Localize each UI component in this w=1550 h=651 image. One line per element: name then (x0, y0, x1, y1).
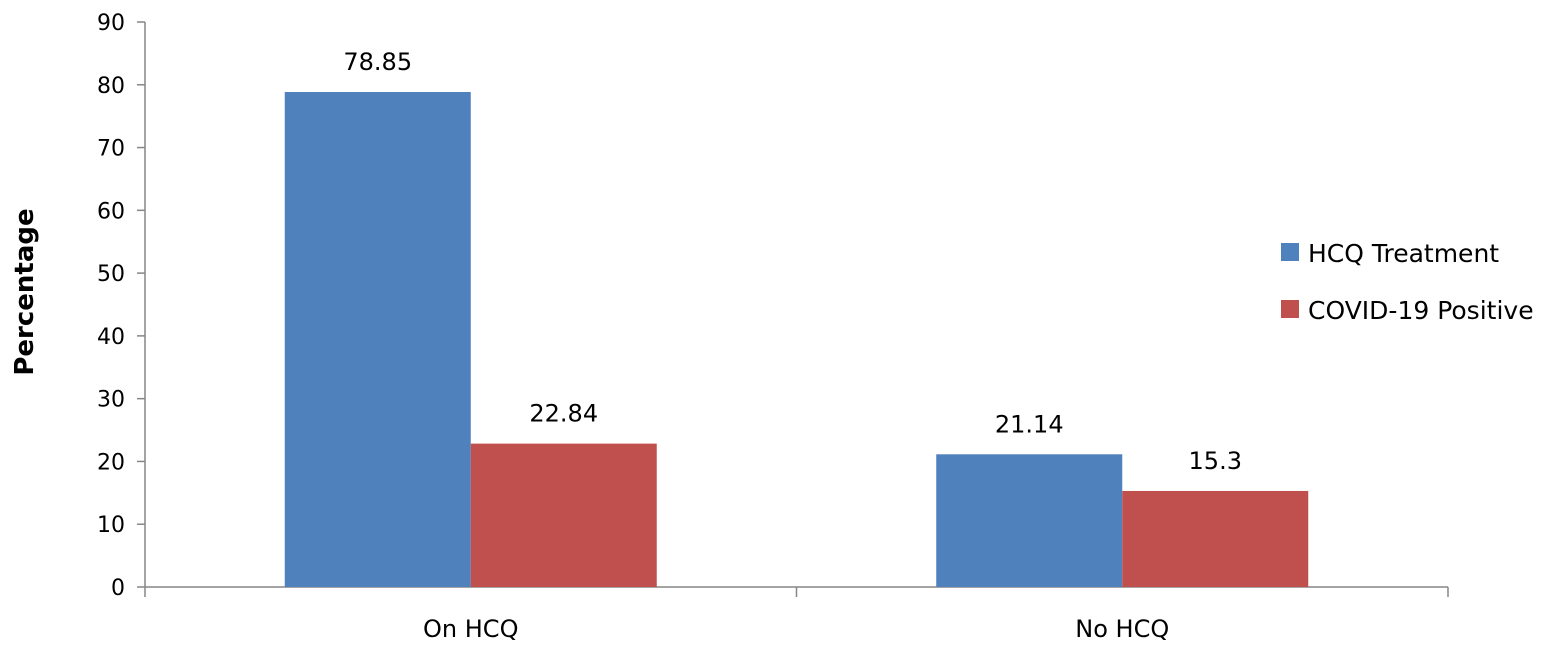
legend-label: COVID-19 Positive (1308, 296, 1534, 325)
y-tick-label: 20 (97, 450, 125, 475)
bar-1-1 (1122, 490, 1309, 587)
y-tick-label: 70 (97, 137, 125, 162)
y-tick-label: 80 (97, 74, 125, 99)
y-tick-label: 60 (97, 199, 125, 224)
bar-1-0 (470, 443, 657, 587)
data-label: 21.14 (995, 410, 1064, 438)
x-category-label: No HCQ (1075, 615, 1169, 643)
y-tick-label: 30 (97, 388, 125, 413)
data-label: 15.3 (1189, 447, 1242, 475)
y-tick-label: 10 (97, 513, 125, 538)
x-category-label: On HCQ (423, 615, 518, 643)
data-label: 22.84 (529, 400, 598, 428)
legend-swatch (1281, 300, 1299, 318)
y-tick-label: 50 (97, 262, 125, 287)
legend-swatch (1281, 243, 1299, 261)
y-tick-label: 40 (97, 325, 125, 350)
y-tick-label: 90 (97, 11, 125, 36)
legend-label: HCQ Treatment (1308, 239, 1499, 268)
bar-0-1 (936, 454, 1123, 587)
bar-0-0 (284, 91, 471, 587)
y-axis-title: Percentage (10, 208, 40, 375)
data-label: 78.85 (343, 48, 412, 76)
y-tick-label: 0 (111, 576, 125, 601)
